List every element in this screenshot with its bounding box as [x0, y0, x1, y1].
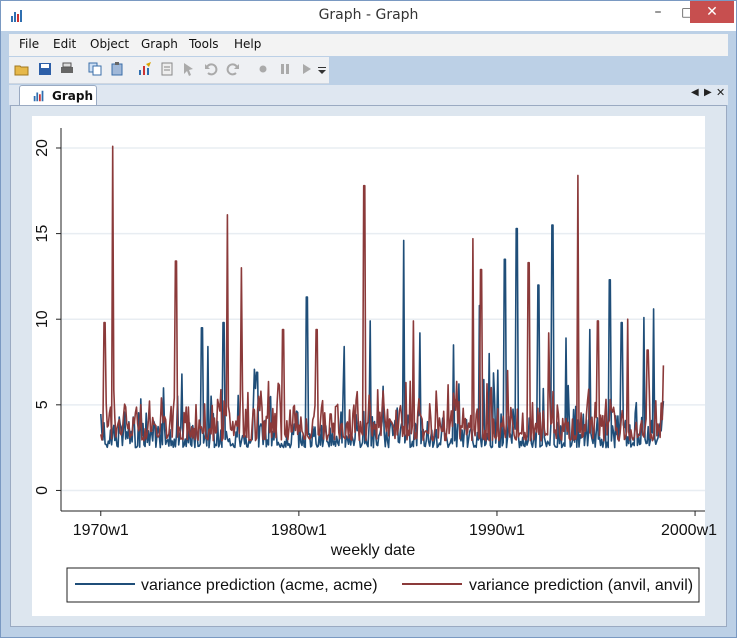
pointer-icon[interactable] — [181, 61, 197, 77]
save-icon[interactable] — [37, 61, 53, 77]
paste-icon[interactable] — [109, 61, 125, 77]
tab-strip: Graph ◀ ▶ ✕ — [9, 85, 728, 105]
graph-canvas[interactable]: 1970w1 1980w1 1990w1 2000w1 0 5 10 15 20 weekly… — [11, 106, 726, 626]
legend-box — [66, 567, 700, 603]
menu-file[interactable]: File — [19, 37, 40, 51]
dropdown-icon[interactable] — [317, 61, 327, 77]
open-icon[interactable] — [14, 61, 30, 77]
x-axis-label: weekly date — [330, 542, 416, 559]
minimize-button[interactable]: – — [654, 4, 662, 20]
menu-object[interactable]: Object — [90, 37, 130, 51]
graph-tab-icon — [33, 90, 44, 102]
x-tick-label-2: 1990w1 — [469, 522, 525, 539]
x-tick-label-3: 2000w1 — [661, 522, 717, 539]
graph-panel: 1970w1 1980w1 1990w1 2000w1 0 5 10 15 20 weekly… — [10, 105, 727, 627]
x-tick-label-1: 1980w1 — [271, 522, 327, 539]
menu-edit[interactable]: Edit — [53, 37, 77, 51]
graph-app-icon — [11, 10, 22, 22]
tab-scroll-left-icon[interactable]: ◀ — [691, 87, 699, 98]
tab-graph-label: Graph — [52, 89, 93, 103]
undo-icon[interactable] — [203, 61, 219, 77]
pause-icon[interactable] — [277, 61, 293, 77]
x-tick-label-0: 1970w1 — [73, 522, 129, 539]
menu-tools[interactable]: Tools — [189, 37, 219, 51]
legend-label-0: variance prediction (acme, acme) — [141, 577, 378, 594]
title-bar[interactable]: Graph - Graph – □ ✕ — [1, 1, 736, 31]
y-tick-label-0: 0 — [34, 486, 51, 495]
menu-help[interactable]: Help — [234, 37, 262, 51]
record-icon[interactable] — [255, 61, 271, 77]
menu-bar: File Edit Object Graph Tools Help — [9, 34, 728, 56]
tab-close-icon[interactable]: ✕ — [716, 86, 726, 99]
series-line-1 — [100, 145, 665, 442]
legend-label-1: variance prediction (anvil, anvil) — [469, 577, 693, 594]
menu-graph[interactable]: Graph — [141, 37, 178, 51]
y-tick-label-3: 15 — [34, 225, 51, 243]
play-icon[interactable] — [299, 61, 315, 77]
properties-icon[interactable] — [159, 61, 175, 77]
copy-icon[interactable] — [87, 61, 103, 77]
y-tick-label-4: 20 — [34, 139, 51, 157]
redo-icon[interactable] — [225, 61, 241, 77]
tab-graph[interactable]: Graph — [19, 85, 97, 105]
toolbar — [9, 57, 329, 84]
y-tick-label-1: 5 — [34, 400, 51, 409]
print-icon[interactable] — [59, 61, 75, 77]
window-title: Graph - Graph — [318, 7, 419, 23]
y-tick-label-2: 10 — [34, 310, 51, 328]
graph-editor-icon[interactable] — [137, 61, 153, 77]
tab-scroll-right-icon[interactable]: ▶ — [704, 87, 712, 98]
maximize-button[interactable]: □ — [681, 5, 693, 19]
close-button[interactable]: ✕ — [690, 1, 734, 23]
